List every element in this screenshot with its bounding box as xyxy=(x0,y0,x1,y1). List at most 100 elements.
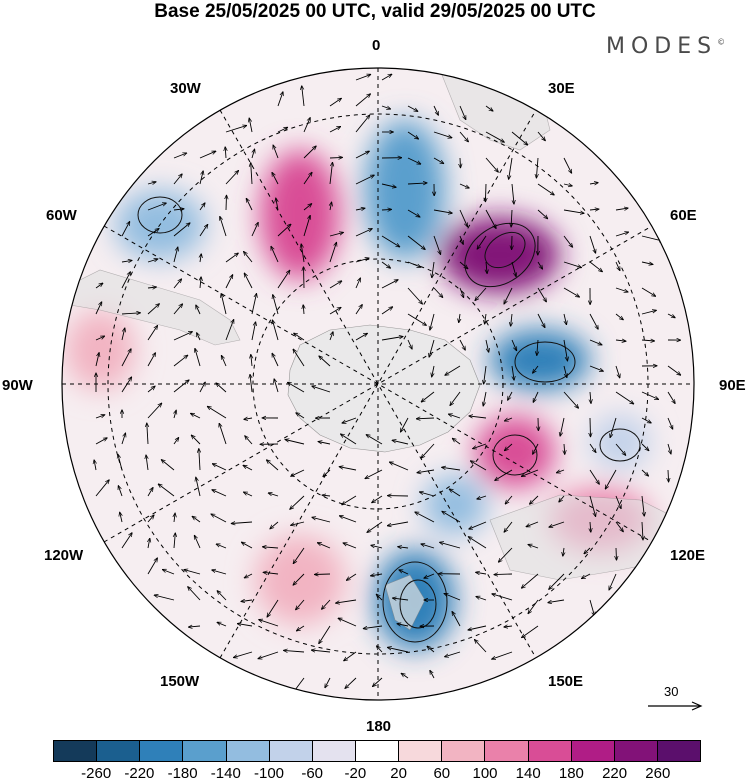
wind-arrow xyxy=(288,382,305,393)
wind-arrow xyxy=(393,598,409,600)
wind-arrow xyxy=(641,495,644,516)
wind-arrow xyxy=(241,600,253,602)
wind-arrow xyxy=(270,521,279,529)
wind-arrow xyxy=(199,203,205,211)
lon-label-30e: 30E xyxy=(548,80,575,97)
wind-arrow xyxy=(381,209,392,210)
wind-arrow xyxy=(511,339,517,351)
colorbar-tick-label: -140 xyxy=(210,765,241,782)
lon-label-90e: 90E xyxy=(719,377,746,394)
wind-arrow xyxy=(381,105,391,109)
colorbar-tick-label: 60 xyxy=(433,765,451,782)
wind-arrow xyxy=(449,489,461,497)
wind-arrow xyxy=(147,386,155,393)
wind-arrow xyxy=(173,174,182,185)
wind-arrow xyxy=(504,418,513,421)
wind-arrow xyxy=(459,313,460,323)
wind-arrow xyxy=(381,280,398,289)
wind-arrow xyxy=(498,547,513,562)
lon-label-150w: 150W xyxy=(160,673,200,690)
wind-arrow xyxy=(477,495,487,499)
wind-arrow xyxy=(121,222,130,237)
wind-arrow xyxy=(250,374,252,393)
wind-arrow xyxy=(521,469,539,476)
wind-arrow xyxy=(615,287,628,292)
colorbar-tick-label: 100 xyxy=(472,765,498,782)
wind-arrow xyxy=(433,131,452,138)
wind-arrow xyxy=(322,599,331,609)
wind-arrow xyxy=(641,443,649,451)
wind-arrow xyxy=(338,618,357,627)
lon-label-150e: 150E xyxy=(548,673,584,690)
wind-arrow xyxy=(475,640,487,653)
wind-arrow xyxy=(615,521,623,532)
wind-arrow xyxy=(549,521,565,527)
wind-arrow xyxy=(389,462,409,471)
wind-arrow xyxy=(421,443,435,458)
wind-arrow xyxy=(667,365,681,375)
wind-arrow xyxy=(590,521,591,532)
wind-arrow xyxy=(225,171,239,185)
wind-arrow xyxy=(277,270,290,289)
wind-arrow xyxy=(244,573,253,578)
wind-arrow xyxy=(483,391,487,406)
wind-arrow xyxy=(219,423,227,445)
wind-arrow xyxy=(530,495,539,504)
wind-arrow xyxy=(147,203,166,211)
wind-arrow xyxy=(484,365,487,384)
wind-arrow xyxy=(563,287,580,297)
wind-arrow xyxy=(173,223,190,237)
wind-arrow xyxy=(477,235,487,249)
wind-arrow xyxy=(556,470,565,473)
colorbar-tick-label: -180 xyxy=(167,765,198,782)
wind-arrow xyxy=(424,573,435,578)
wind-arrow xyxy=(173,304,183,315)
wind-arrow xyxy=(365,469,383,479)
wind-arrow xyxy=(188,587,201,601)
colorbar-tick-label: -100 xyxy=(253,765,285,782)
wind-arrow xyxy=(173,209,184,210)
wind-arrow xyxy=(329,332,333,341)
wind-arrow xyxy=(433,287,443,298)
colorbar-swatch xyxy=(528,741,572,761)
wind-arrow xyxy=(303,215,310,237)
wind-arrow xyxy=(407,157,421,164)
wind-arrow xyxy=(511,261,516,277)
wind-arrow xyxy=(476,572,487,574)
wind-arrow xyxy=(615,495,621,509)
wind-arrow xyxy=(173,247,178,263)
wind-arrow xyxy=(341,434,357,445)
wind-arrow xyxy=(615,391,634,404)
wind-arrow xyxy=(146,455,148,471)
wind-arrow xyxy=(244,492,253,497)
wind-arrow xyxy=(589,443,596,453)
wind-arrow xyxy=(303,305,304,315)
wind-arrow xyxy=(485,157,498,172)
colorbar-swatch xyxy=(140,741,184,761)
wind-arrow xyxy=(363,625,383,629)
wind-arrow xyxy=(421,544,435,549)
wind-arrow xyxy=(95,480,109,497)
wind-arrow xyxy=(311,650,331,652)
wind-arrow xyxy=(121,313,140,314)
wind-arrow xyxy=(459,209,468,227)
wind-arrow xyxy=(494,574,513,575)
wind-arrow xyxy=(533,443,539,454)
wind-arrow xyxy=(533,391,539,402)
wind-arrow xyxy=(504,626,513,627)
wind-arrow xyxy=(290,495,305,509)
wind-arrow xyxy=(274,379,279,393)
colorbar-swatch xyxy=(183,741,227,761)
wind-arrow xyxy=(199,382,205,393)
wind-arrow xyxy=(174,513,175,523)
wind-arrow xyxy=(401,673,409,679)
wind-arrow xyxy=(231,522,253,524)
wind-arrow xyxy=(641,287,656,296)
wind-arrow xyxy=(184,570,201,575)
wind-arrow xyxy=(381,74,392,81)
wind-arrow xyxy=(251,294,257,315)
wind-arrow xyxy=(293,573,305,585)
wind-arrow xyxy=(407,105,418,111)
wind-arrow xyxy=(485,339,489,352)
wind-arrow xyxy=(147,558,157,575)
